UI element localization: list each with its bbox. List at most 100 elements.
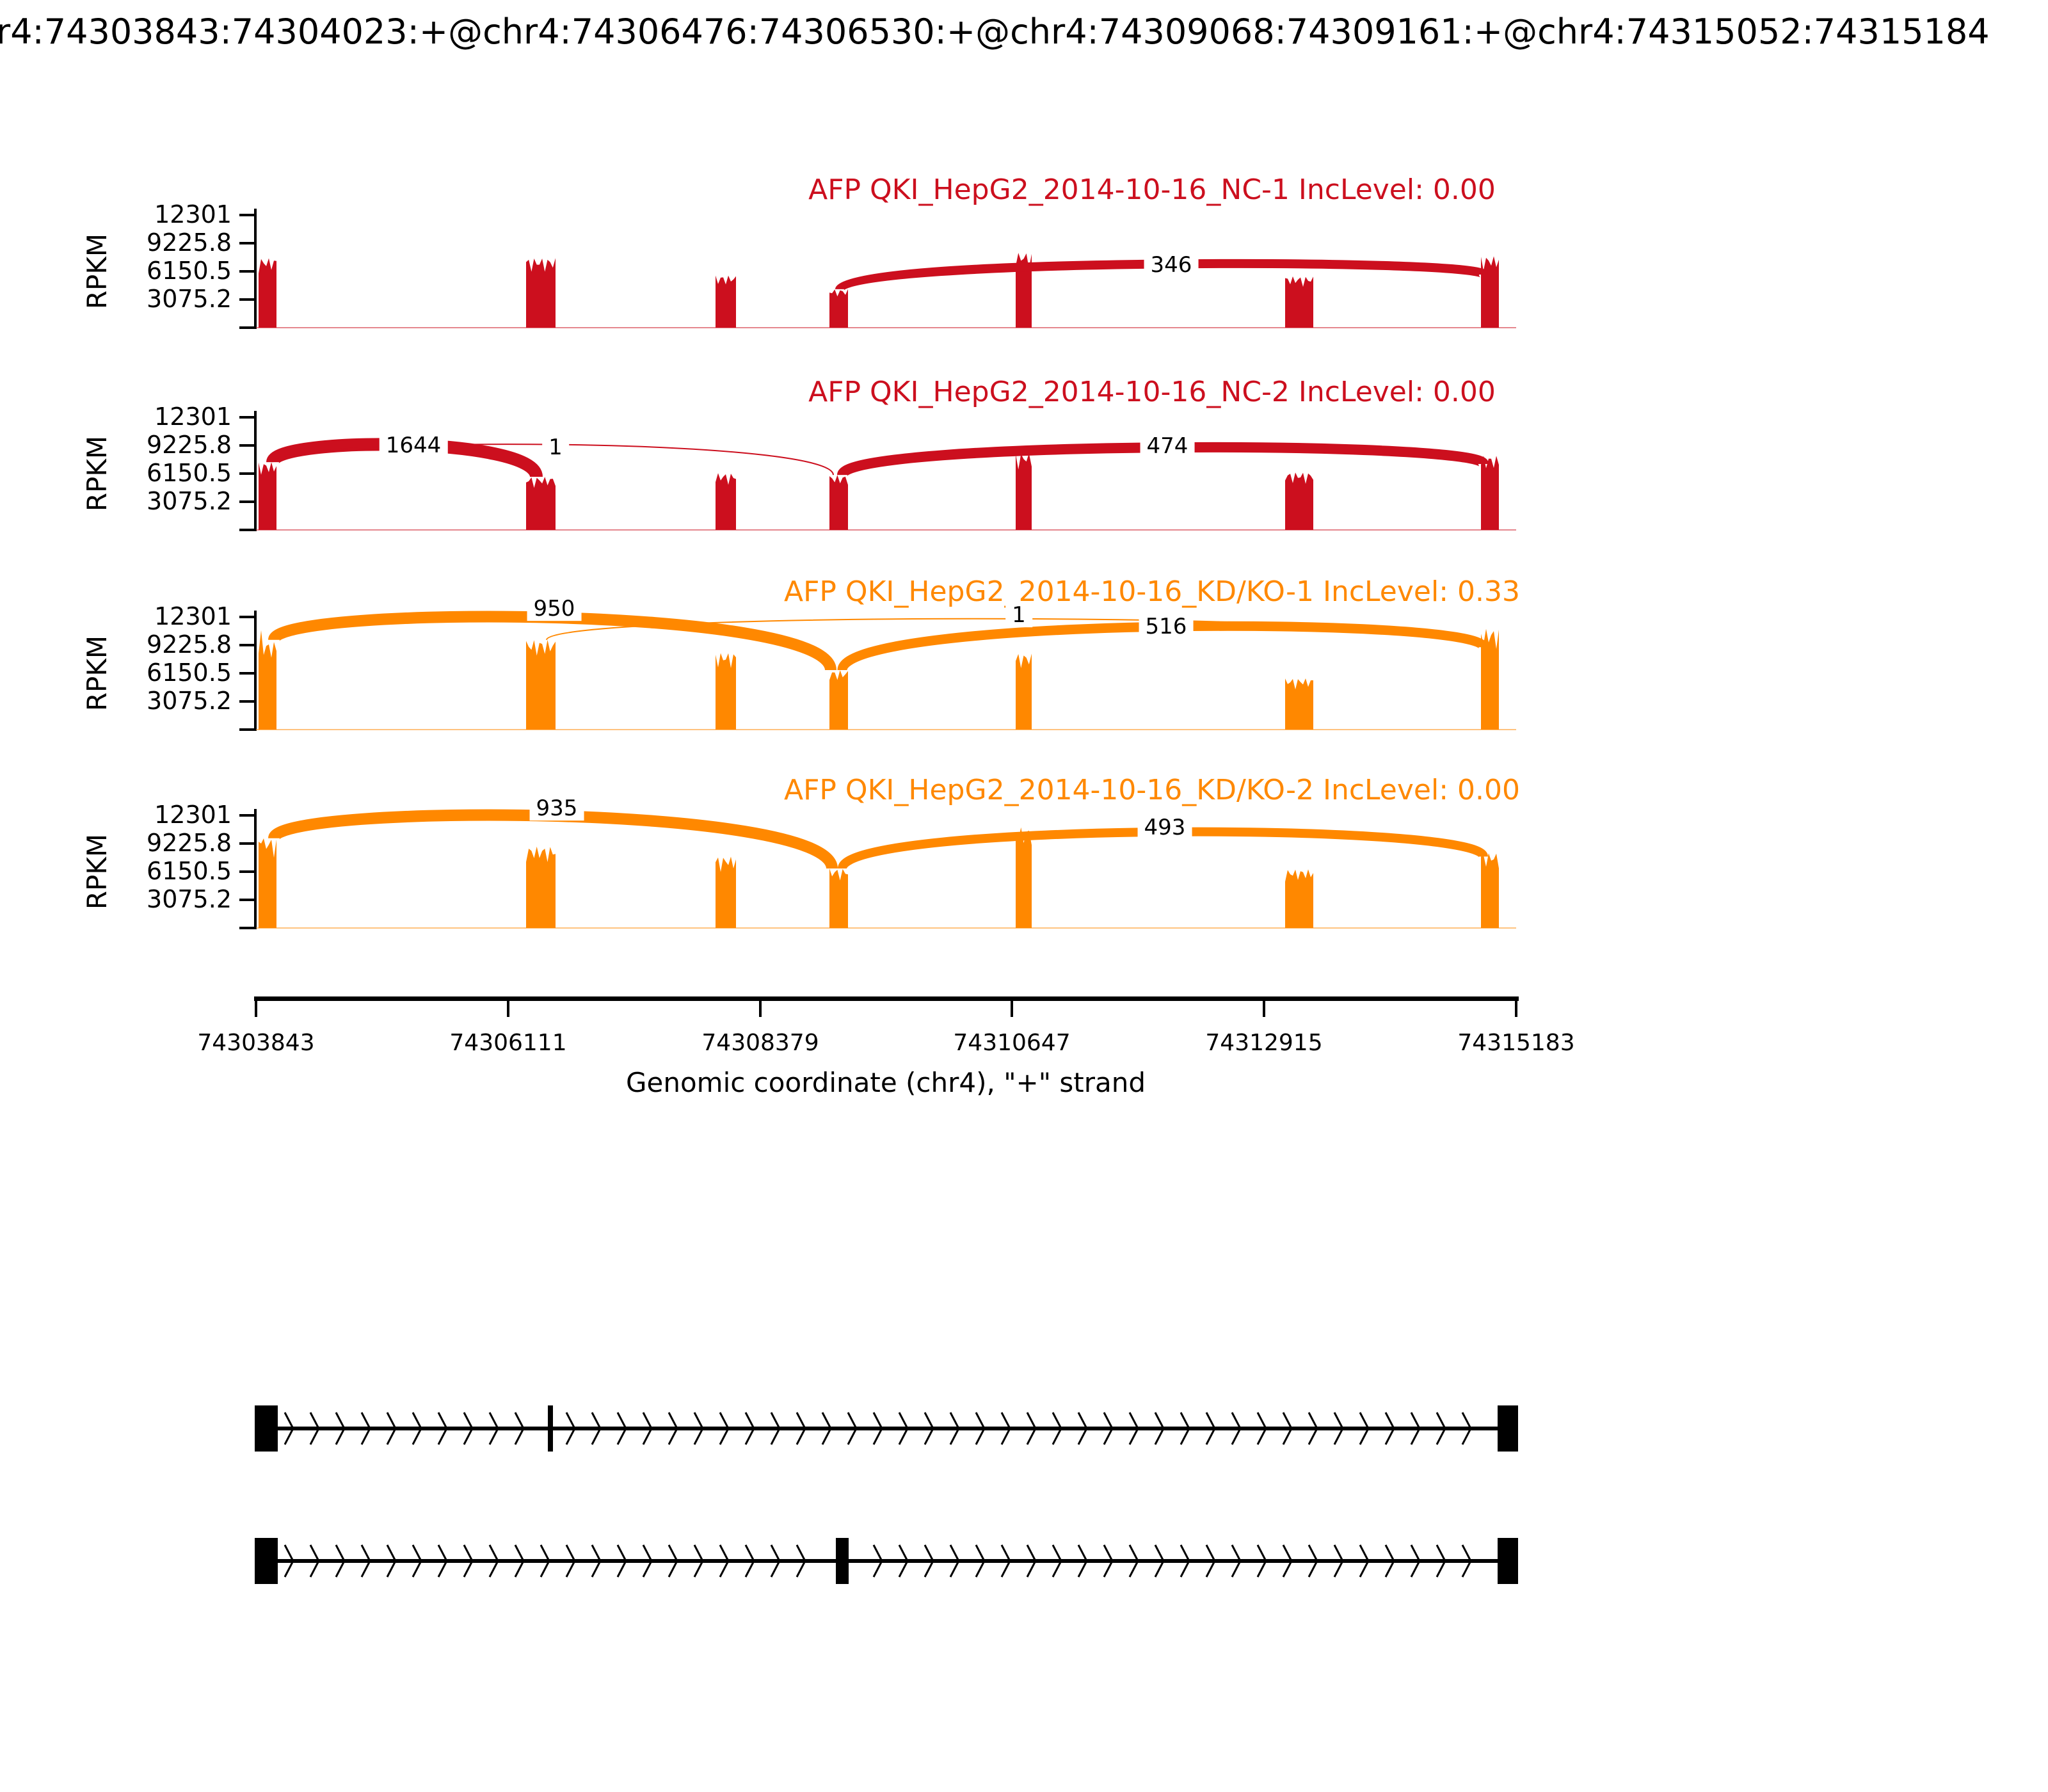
strand-arrow-icon xyxy=(1461,1412,1472,1445)
strand-arrow-icon xyxy=(437,1412,448,1445)
x-axis-tick xyxy=(1263,1000,1265,1017)
y-axis-tick xyxy=(239,700,257,703)
strand-arrow-icon xyxy=(949,1544,960,1578)
y-axis-tick xyxy=(239,444,257,447)
strand-arrow-icon xyxy=(1154,1412,1165,1445)
exon-coverage xyxy=(716,856,736,928)
x-axis-tick xyxy=(1011,1000,1013,1017)
y-axis-tick xyxy=(239,529,257,531)
strand-arrow-icon xyxy=(616,1412,627,1445)
y-tick-label: 3075.2 xyxy=(147,285,232,314)
exon-coverage xyxy=(1481,853,1499,928)
exon-coverage xyxy=(1481,256,1499,328)
strand-arrow-icon xyxy=(463,1412,474,1445)
transcript-exon-box xyxy=(548,1405,553,1452)
y-axis-tick xyxy=(239,270,257,273)
event-coordinates-title: r4:74303843:74304023:+@chr4:74306476:743… xyxy=(0,12,1990,52)
y-axis-title: RPKM xyxy=(81,833,113,910)
strand-arrow-icon xyxy=(1410,1412,1421,1445)
strand-arrow-icon xyxy=(1256,1412,1267,1445)
exon-coverage xyxy=(526,846,556,928)
exon-coverage xyxy=(1285,678,1313,730)
exon-coverage xyxy=(829,868,848,928)
y-axis-tick xyxy=(239,242,257,244)
x-axis-title: Genomic coordinate (chr4), "+" strand xyxy=(625,1066,1146,1098)
junction-count: 935 xyxy=(529,797,584,820)
y-tick-label: 3075.2 xyxy=(147,687,232,716)
x-tick-label: 74306111 xyxy=(449,1030,567,1057)
exon-coverage xyxy=(526,258,556,328)
y-axis-tick xyxy=(239,500,257,503)
strand-arrow-icon xyxy=(1384,1544,1395,1578)
exon-coverage xyxy=(716,653,736,730)
exon-coverage xyxy=(716,473,736,530)
junction-count: 493 xyxy=(1137,816,1192,840)
strand-arrow-icon xyxy=(1359,1544,1370,1578)
strand-arrow-icon xyxy=(1052,1412,1062,1445)
coverage-baseline xyxy=(256,729,1516,730)
strand-arrow-icon xyxy=(898,1412,909,1445)
exon-coverage xyxy=(716,275,736,328)
strand-arrow-icon xyxy=(514,1412,525,1445)
exon-coverage xyxy=(259,258,276,328)
coverage-baseline xyxy=(256,327,1516,328)
y-axis-tick xyxy=(239,472,257,475)
y-tick-label: 12301 xyxy=(154,200,232,229)
strand-arrow-icon xyxy=(1000,1412,1011,1445)
junction-count: 474 xyxy=(1140,435,1195,458)
y-tick-label: 9225.8 xyxy=(147,630,232,659)
y-axis-tick xyxy=(239,298,257,301)
y-axis-title: RPKM xyxy=(81,635,113,712)
strand-arrow-icon xyxy=(463,1544,474,1578)
exon-coverage xyxy=(526,639,556,730)
x-axis-tick xyxy=(1515,1000,1517,1017)
y-tick-label: 6150.5 xyxy=(147,857,232,886)
strand-arrow-icon xyxy=(412,1544,422,1578)
strand-arrow-icon xyxy=(1333,1544,1344,1578)
strand-arrow-icon xyxy=(770,1412,781,1445)
strand-arrow-icon xyxy=(591,1412,602,1445)
y-tick-label: 12301 xyxy=(154,602,232,631)
junction-count: 516 xyxy=(1139,615,1194,639)
strand-arrow-icon xyxy=(975,1544,986,1578)
junction-count: 346 xyxy=(1144,253,1199,277)
y-axis-tick xyxy=(239,644,257,646)
y-axis-title: RPKM xyxy=(81,233,113,310)
exon-coverage xyxy=(1016,653,1032,730)
y-axis-tick xyxy=(239,326,257,329)
strand-arrow-icon xyxy=(1308,1412,1318,1445)
strand-arrow-icon xyxy=(668,1412,678,1445)
strand-arrow-icon xyxy=(335,1544,346,1578)
y-axis-line xyxy=(254,809,257,929)
strand-arrow-icon xyxy=(309,1544,320,1578)
strand-arrow-icon xyxy=(1205,1412,1216,1445)
exon-coverage xyxy=(1481,628,1499,730)
y-axis-line xyxy=(254,611,257,731)
strand-arrow-icon xyxy=(1077,1412,1088,1445)
strand-arrow-icon xyxy=(565,1544,576,1578)
transcript-exon-box xyxy=(1498,1538,1518,1584)
y-axis-line xyxy=(254,209,257,329)
exon-coverage xyxy=(1016,827,1032,928)
y-tick-label: 6150.5 xyxy=(147,459,232,488)
exon-coverage xyxy=(1481,456,1499,530)
exon-coverage xyxy=(259,462,276,530)
x-tick-label: 74303843 xyxy=(197,1030,315,1057)
exon-coverage xyxy=(1285,276,1313,328)
y-axis-tick xyxy=(239,899,257,901)
transcript-line xyxy=(266,1427,1508,1430)
strand-arrow-icon xyxy=(924,1544,934,1578)
strand-arrow-icon xyxy=(872,1544,883,1578)
strand-arrow-icon xyxy=(1180,1544,1190,1578)
y-axis-title: RPKM xyxy=(81,435,113,512)
strand-arrow-icon xyxy=(821,1412,832,1445)
y-axis-tick xyxy=(239,416,257,419)
y-axis-tick xyxy=(239,927,257,929)
strand-arrow-icon xyxy=(1282,1412,1293,1445)
strand-arrow-icon xyxy=(1384,1412,1395,1445)
y-axis-tick xyxy=(239,214,257,216)
transcript-line xyxy=(266,1559,1508,1563)
strand-arrow-icon xyxy=(1000,1544,1011,1578)
